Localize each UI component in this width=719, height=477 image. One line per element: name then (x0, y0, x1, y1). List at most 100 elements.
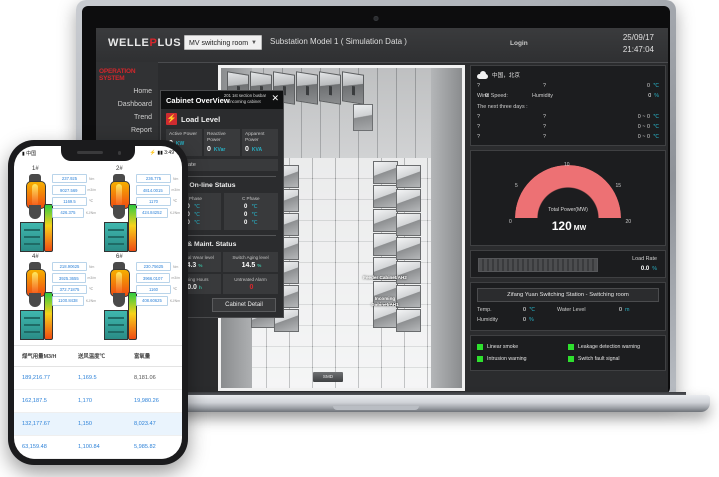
alarm-label: Switch fault signal (578, 356, 620, 362)
maint-label: Running Hours (178, 277, 209, 282)
cabinet-detail-button[interactable]: Cabinet Detail (212, 298, 276, 312)
phone-mockup: ▮ 中国 ⚡ ▮▮ 3:49 1# 237.925 Nm 9027.569 m3/m (8, 140, 188, 465)
switchgear-cabinet[interactable] (396, 261, 421, 284)
login-button[interactable]: Login (510, 40, 528, 47)
humidity-value-group: 0% (602, 93, 659, 99)
forecast-unit: ℃ (652, 124, 659, 130)
kpi-label: Active Power (169, 132, 197, 137)
furnace-value: 237.925 (52, 174, 87, 184)
webcam-icon (373, 16, 379, 21)
clock: 25/09/17 21:47:04 (623, 32, 654, 56)
maint-switch-aging: Switch Aging level 14.5% (223, 252, 278, 272)
furnace-unit: Nm (89, 264, 95, 269)
laptop-base (42, 395, 710, 412)
wind-speed-value: 0 (485, 93, 488, 99)
furnace-card-4[interactable]: 4# 218.90625 Nm 3925.3655 m3/m 372.71875 ℃ … (18, 254, 96, 340)
sidebar-item-dashboard[interactable]: Dashboard (117, 101, 152, 108)
ceiling-unit (342, 71, 364, 105)
furnace-unit: KJ/Nm (85, 210, 96, 215)
forecast-row: ? ? 0 ~ 0 ℃ (477, 114, 659, 120)
status-dot-icon (477, 356, 483, 362)
close-icon[interactable]: ✕ (271, 93, 279, 103)
phase-temp-value: 0 (186, 212, 190, 218)
switchgear-cabinet[interactable] (373, 233, 398, 256)
furnace-unit: KJ/Nm (85, 298, 96, 303)
switchgear-cabinet[interactable] (396, 309, 421, 332)
station-water-label: Water Level (557, 307, 586, 313)
load-level-label: Load Level (181, 114, 221, 124)
brand-right: LUS (157, 37, 182, 49)
furnace-card-6[interactable]: 6# 230.75625 Nm 3966.0107 m3/m 1160 ℃ 408.6… (102, 254, 180, 340)
forecast-day: ? (477, 134, 480, 140)
cabinet-column-right-back[interactable] (396, 165, 421, 332)
furnace-value-row: 1100.8438 KJ/Nm (52, 296, 96, 306)
phase-temp-row: 0 ℃ (226, 203, 277, 211)
weather-temp-now: 0 ℃ (613, 83, 659, 89)
table-row[interactable]: 189,216.77 1,169.5 8,181.06 (14, 367, 182, 390)
cell-air-temp: 1,150 (78, 421, 92, 427)
forecast-label: The next three days : (477, 104, 528, 110)
furnace-unit: ℃ (173, 287, 177, 292)
cabinet-overview-title: Cabinet OverView (166, 96, 230, 105)
furnace-value-row: 1170 ℃ (136, 196, 180, 207)
switchgear-cabinet[interactable] (396, 213, 421, 236)
switchgear-cabinet[interactable] (373, 185, 398, 208)
column-header-gas: 煤气用量M3/H (22, 354, 57, 360)
room-right-wall (430, 68, 462, 388)
phase-temp-unit: ℃ (251, 212, 258, 218)
status-dot-icon (477, 344, 483, 350)
furnace-values: 236.775 Nm 4814.0015 m3/m 1170 ℃ 424.84252 K… (136, 174, 180, 220)
weather-temp-value: 0 (646, 83, 650, 89)
switchgear-cabinet[interactable] (396, 285, 421, 308)
furnace-card-1[interactable]: 1# 237.925 Nm 9027.569 m3/m 1169.5 ℃ 426.37… (18, 166, 96, 252)
maint-value: 4.3% (169, 262, 218, 269)
alarm-label: Leakage detection warning (578, 344, 641, 350)
station-humidity-value: 0 (523, 317, 526, 323)
table-row[interactable]: 132,177.67 1,150 8,023.47 (14, 413, 182, 436)
phone-screen: ▮ 中国 ⚡ ▮▮ 3:49 1# 237.925 Nm 9027.569 m3/m (14, 146, 182, 459)
heat-exchanger-icon (104, 292, 137, 340)
station-title: Zifang Yuan Switching Station - Switchin… (477, 288, 659, 302)
cabinet-overview-subtitle: 201 1st section busbar incoming cabinet (223, 93, 267, 104)
heat-exchanger-icon (20, 292, 53, 340)
kpi-unit: KVar (213, 147, 226, 153)
humidity-value: 0 (648, 93, 652, 99)
room-select[interactable]: MV switching room ▼ (184, 35, 262, 50)
maint-label: Electrical Wear level (173, 255, 214, 260)
sidebar-item-report[interactable]: Report (130, 127, 152, 134)
app-header: WELLEPLUS MV switching room ▼ Substation… (96, 28, 668, 63)
humidity-label: Humidity (532, 93, 553, 99)
table-row[interactable]: 63,159.48 1,100.84 5,985.82 (14, 436, 182, 459)
switchgear-cabinet[interactable] (396, 237, 421, 260)
maint-number: 4.3 (186, 262, 197, 269)
phase-b-label: B Phase (184, 196, 202, 201)
furnace-unit: m3/m (171, 276, 180, 281)
switchgear-cabinet[interactable] (373, 161, 398, 184)
forecast-cond: ? (543, 124, 546, 130)
switchgear-cabinet[interactable] (373, 305, 398, 328)
station-temp-label: Temp. (477, 307, 492, 313)
humidity-unit: % (654, 93, 659, 99)
furnace-value-row: 9027.569 m3/m (52, 185, 96, 195)
front-camera-icon (117, 151, 121, 155)
smd-label: SMD (313, 372, 343, 382)
substation-model-label: Substation Model 1 ( Simulation Data ) (270, 37, 407, 46)
furnace-icon (108, 262, 130, 308)
sidebar-item-home[interactable]: Home (133, 88, 152, 95)
table-row[interactable]: 162,187.5 1,170 19,980.26 (14, 390, 182, 413)
sidebar-item-trend[interactable]: Trend (133, 114, 152, 121)
phase-temp-unit: ℃ (251, 204, 258, 210)
cabinet-label-incoming: Incoming Cabinet/AH1 (371, 296, 399, 307)
column-header-air-temp: 送风温度℃ (78, 354, 105, 360)
switchgear-cabinet[interactable] (396, 189, 421, 212)
gauge-value: 120 MW (550, 219, 586, 233)
furnace-card-2[interactable]: 2# 236.775 Nm 4814.0015 m3/m 1170 ℃ 424.842… (102, 166, 180, 252)
switchgear-cabinet[interactable] (373, 209, 398, 232)
furnace-icon (24, 174, 46, 220)
cabinet-column-right-front[interactable] (373, 161, 398, 328)
phone-body: ▮ 中国 ⚡ ▮▮ 3:49 1# 237.925 Nm 9027.569 m3/m (8, 140, 188, 465)
cloud-icon (477, 71, 488, 79)
maint-label: Switch Aging level (232, 255, 269, 260)
switchgear-cabinet[interactable] (396, 165, 421, 188)
